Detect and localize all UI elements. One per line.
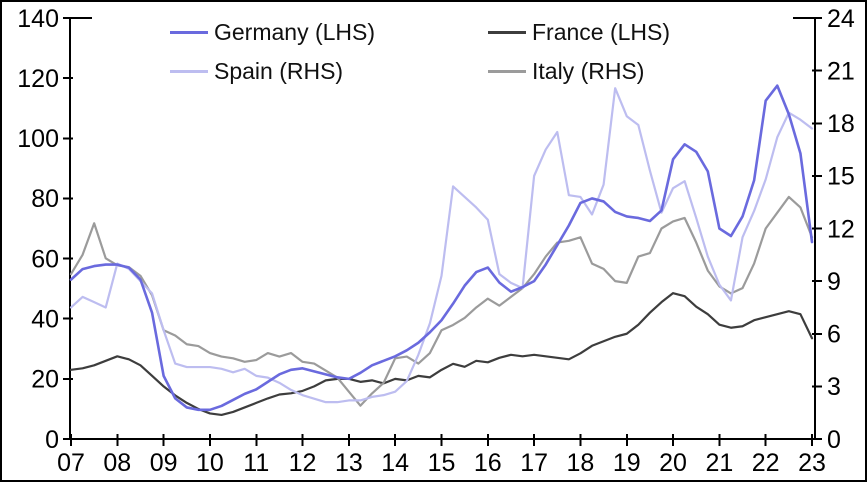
x-axis-tick-label: 18 xyxy=(567,449,595,477)
x-axis-tick-label: 20 xyxy=(659,449,687,477)
x-axis-tick-label: 07 xyxy=(57,449,85,477)
y-axis-right-tick-label: 6 xyxy=(827,321,841,349)
legend-label-germany: Germany (LHS) xyxy=(214,19,376,45)
y-axis-right-tick-label: 18 xyxy=(827,110,855,138)
legend-label-france: France (LHS) xyxy=(532,19,671,45)
x-axis-tick-label: 12 xyxy=(289,449,317,477)
x-axis-tick-label: 14 xyxy=(381,449,409,477)
y-axis-left-tick-label: 0 xyxy=(45,426,59,454)
legend-item-germany: Germany (LHS) xyxy=(170,19,375,46)
y-axis-left-tick-label: 80 xyxy=(31,185,59,213)
x-axis-tick-label: 17 xyxy=(520,449,548,477)
y-axis-right-tick-label: 0 xyxy=(827,426,841,454)
x-axis-tick-label: 21 xyxy=(705,449,733,477)
italy-line-swatch xyxy=(488,70,526,73)
y-axis-right-tick-label: 24 xyxy=(827,5,855,33)
x-axis-tick-label: 08 xyxy=(103,449,131,477)
y-axis-left-tick-label: 40 xyxy=(31,305,59,333)
legend-item-italy: Italy (RHS) xyxy=(488,58,644,85)
x-axis-tick-label: 16 xyxy=(474,449,502,477)
y-axis-left-tick-label: 120 xyxy=(17,65,59,93)
legend-label-spain: Spain (RHS) xyxy=(214,58,344,84)
germany-line xyxy=(69,84,814,412)
legend-label-italy: Italy (RHS) xyxy=(532,58,645,84)
y-axis-left-tick-label: 140 xyxy=(17,5,59,33)
x-axis-tick-label: 19 xyxy=(613,449,641,477)
y-axis-left-tick-label: 20 xyxy=(31,366,59,394)
legend-item-spain: Spain (RHS) xyxy=(170,58,343,85)
x-axis-tick-label: 13 xyxy=(335,449,363,477)
x-axis-tick-label: 22 xyxy=(752,449,780,477)
legend-item-france: France (LHS) xyxy=(488,19,670,46)
y-axis-left-tick-label: 100 xyxy=(17,125,59,153)
germany-line-swatch xyxy=(170,31,208,34)
x-axis-tick-label: 15 xyxy=(428,449,456,477)
spain-line xyxy=(69,87,814,404)
y-axis-right-tick-label: 12 xyxy=(827,215,855,243)
y-axis-left-tick-label: 60 xyxy=(31,245,59,273)
y-axis-right-tick-label: 9 xyxy=(827,268,841,296)
x-axis-tick-label: 11 xyxy=(243,449,269,477)
x-axis-tick-label: 09 xyxy=(150,449,178,477)
france-line xyxy=(69,292,814,417)
x-axis-tick-label: 23 xyxy=(798,449,826,477)
france-line-swatch xyxy=(488,31,526,34)
y-axis-right-tick-label: 15 xyxy=(827,163,855,191)
x-axis-tick-label: 10 xyxy=(196,449,224,477)
y-axis-right-tick-label: 21 xyxy=(827,57,855,85)
italy-line xyxy=(69,195,814,407)
spain-line-swatch xyxy=(170,70,208,73)
y-axis-right-tick-label: 3 xyxy=(827,373,841,401)
